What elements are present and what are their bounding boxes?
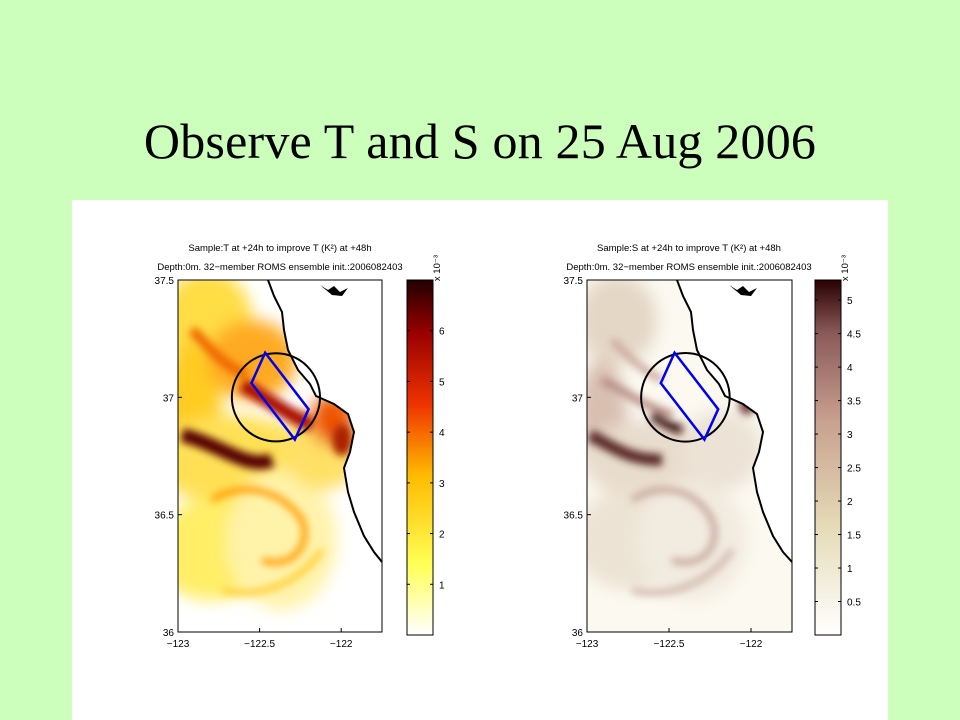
land-mask [268, 280, 382, 562]
y-tick-label: 36 [163, 628, 175, 639]
x-tick-label: −123 [576, 639, 599, 650]
figure-panel: Sample:T at +24h to improve T (K²) at +4… [72, 200, 888, 720]
colorbar [814, 279, 842, 636]
x-tick-label: −122.5 [654, 639, 685, 650]
colorbar-tick-label: 4 [439, 428, 445, 439]
colorbar-tick-label: 1 [847, 564, 853, 575]
colorbar-multiplier: x 10⁻³ [840, 255, 851, 281]
coastline-bay [729, 285, 757, 296]
x-tick-label: −122.5 [244, 639, 275, 650]
y-tick-label: 37.5 [155, 276, 175, 287]
colorbar-tick-label: 2.5 [847, 464, 861, 475]
colorbar-tick-label: 2 [847, 497, 853, 508]
colorbar [406, 279, 434, 636]
y-tick-labels: 36 36.5 37 37.5 [564, 276, 591, 639]
x-tick-label: −123 [167, 639, 190, 650]
colorbar-multiplier: x 10⁻³ [432, 255, 443, 281]
heatmap-field [178, 280, 382, 632]
chart-title-line2: Depth:0m. 32−member ROMS ensemble init.:… [157, 262, 402, 273]
coastline [267, 279, 383, 563]
coastline [676, 279, 793, 563]
target-region-box [249, 350, 311, 442]
colorbar-tick-label: 1.5 [847, 531, 861, 542]
x-tick-label: −122 [740, 639, 763, 650]
colorbar-tick-label: 4 [847, 363, 853, 374]
colorbar-tick-label: 1 [439, 580, 445, 591]
colorbar-tick-label: 3 [847, 430, 853, 441]
land-mask [677, 280, 792, 562]
colorbar-tick-label: 5 [847, 296, 853, 307]
target-region-box [659, 350, 720, 442]
y-tick-labels: 36 36.5 37 37.5 [155, 276, 182, 639]
axes-frame [177, 279, 383, 633]
colorbar-tick-label: 3 [439, 479, 445, 490]
colorbar-tick-label: 4.5 [847, 330, 861, 341]
observation-circle [230, 352, 321, 443]
y-tick-label: 37 [163, 393, 175, 404]
observation-circle [640, 352, 731, 443]
coastline-bay [320, 285, 348, 296]
colorbar-ticks: 0.5 1 1.5 2 2.5 3 3.5 4 4.5 5 [815, 296, 861, 609]
x-tick-labels: −123 −122.5 −122 [576, 628, 763, 650]
slide-title: Observe T and S on 25 Aug 2006 [143, 113, 817, 169]
y-tick-label: 36 [572, 628, 584, 639]
axes-frame [586, 279, 793, 633]
colorbar-tick-label: 3.5 [847, 397, 861, 408]
x-tick-label: −122 [330, 639, 353, 650]
figure-svg: Sample:T at +24h to improve T (K²) at +4… [155, 243, 862, 650]
chart-title-line2: Depth:0m. 32−member ROMS ensemble init.:… [566, 262, 811, 273]
chart-title-line1: Sample:S at +24h to improve T (K²) at +4… [597, 243, 781, 254]
colorbar-tick-label: 2 [439, 530, 445, 541]
y-tick-label: 37 [572, 393, 584, 404]
y-tick-label: 37.5 [564, 276, 584, 287]
heatmap-field [587, 280, 792, 632]
temperature-sensitivity-chart: Sample:T at +24h to improve T (K²) at +4… [155, 243, 445, 650]
chart-title-line1: Sample:T at +24h to improve T (K²) at +4… [188, 243, 371, 254]
y-tick-label: 36.5 [564, 511, 584, 522]
colorbar-tick-label: 0.5 [847, 598, 861, 609]
x-tick-labels: −123 −122.5 −122 [167, 628, 353, 650]
colorbar-tick-label: 6 [439, 327, 445, 338]
colorbar-ticks: 1 2 3 4 5 6 [407, 327, 445, 591]
y-tick-label: 36.5 [155, 511, 175, 522]
colorbar-tick-label: 5 [439, 377, 445, 388]
salinity-sensitivity-chart: Sample:S at +24h to improve T (K²) at +4… [564, 243, 862, 650]
